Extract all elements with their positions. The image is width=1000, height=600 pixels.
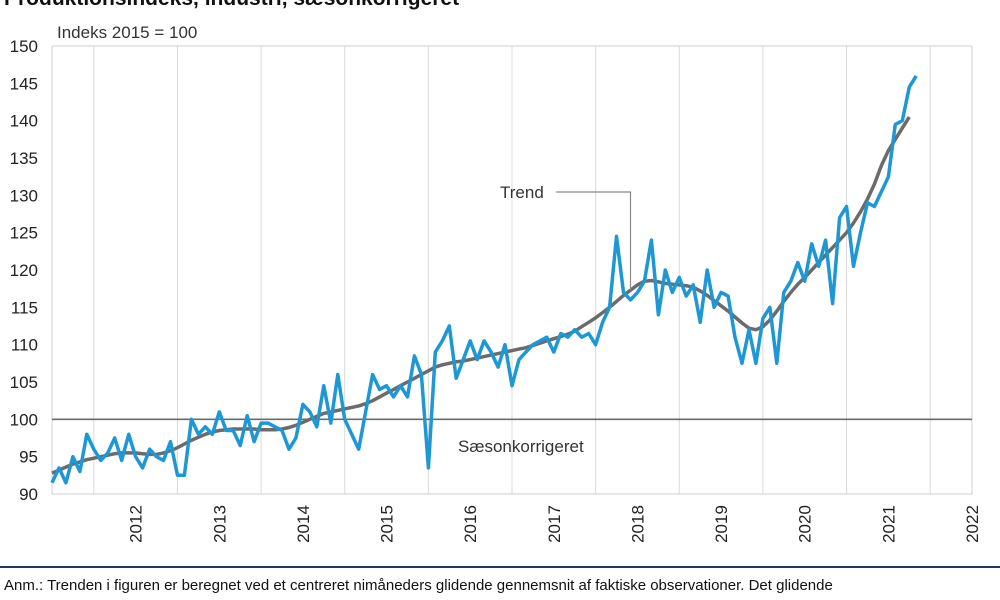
- y-tick-label: 115: [11, 298, 38, 317]
- x-tick-label: 2013: [210, 505, 229, 543]
- x-axis-ticks: 2012 2013 2014 2015 2016 2017 2018 2019 2020 2021…: [127, 505, 982, 543]
- x-tick-label: 2020: [796, 505, 815, 543]
- x-tick-label: 2017: [545, 505, 564, 543]
- saesonkorrigeret-annotation: Sæsonkorrigeret: [458, 437, 584, 456]
- y-tick-label: 145: [10, 74, 38, 93]
- trend-annotation: Trend: [500, 183, 544, 202]
- trend-annotation-leader: [556, 191, 632, 291]
- y-tick-label: 135: [10, 149, 38, 168]
- x-tick-label: 2022: [963, 505, 982, 543]
- note-divider: [0, 566, 1000, 568]
- y-tick-label: 105: [10, 373, 38, 392]
- y-axis-label: Indeks 2015 = 100: [57, 23, 197, 42]
- y-tick-label: 110: [11, 336, 38, 355]
- vertical-gridlines: [93, 46, 931, 494]
- y-tick-label: 100: [10, 410, 38, 429]
- series-line-saesonkorrigeret: [50, 74, 918, 485]
- y-tick-label: 120: [10, 261, 38, 280]
- x-tick-label: 2014: [294, 505, 313, 543]
- y-tick-label: 125: [10, 224, 38, 243]
- x-tick-label: 2018: [628, 505, 647, 543]
- y-tick-label: 140: [10, 112, 38, 131]
- y-axis-ticks: 90 95 100 105 110 115 120 125 130 135 140 145 150: [10, 37, 38, 504]
- x-tick-label: 2019: [712, 505, 731, 543]
- x-tick-label: 2021: [879, 505, 898, 543]
- y-tick-label: 95: [19, 448, 38, 467]
- y-tick-label: 90: [19, 485, 38, 504]
- x-tick-label: 2016: [461, 505, 480, 543]
- chart-title: Produktionsindeks, industri, sæsonkorrig…: [4, 0, 459, 11]
- series-line-trend: [51, 115, 911, 475]
- x-tick-label: 2015: [378, 505, 397, 543]
- x-tick-label: 2012: [127, 505, 146, 543]
- footnote: Anm.: Trenden i figuren er beregnet ved …: [4, 577, 833, 594]
- line-chart: 90 95 100 105 110 115 120 125 130 135 140 145 150 20…: [10, 23, 982, 543]
- y-tick-label: 130: [10, 186, 38, 205]
- y-tick-label: 150: [10, 37, 38, 56]
